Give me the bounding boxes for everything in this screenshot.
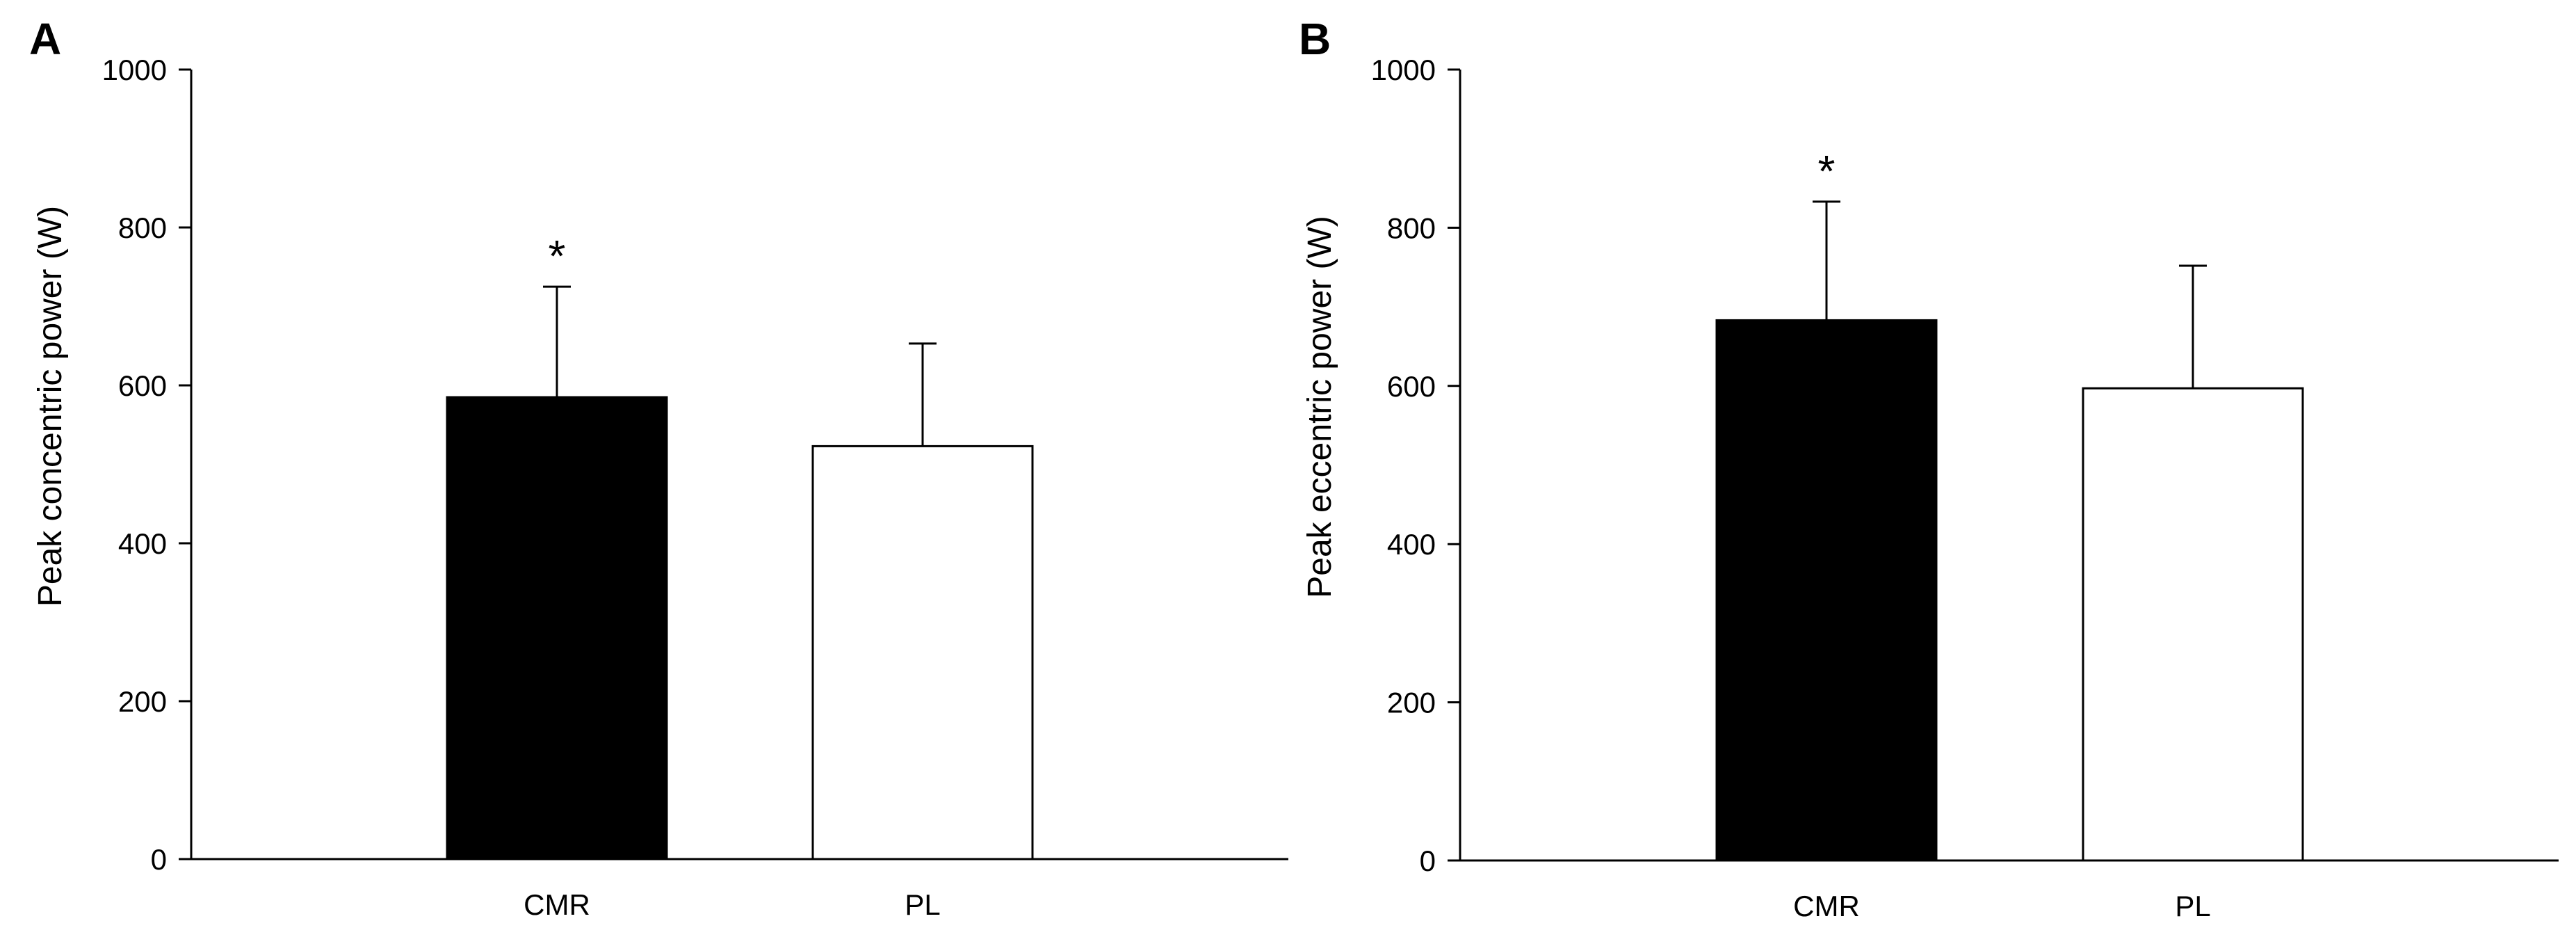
- panel-b: B Peak eccentric power (W) 0 200 400 600 800…: [1299, 14, 2559, 922]
- category-label: PL: [905, 888, 940, 921]
- bar-cmr: [446, 396, 668, 860]
- y-tick-label: 600: [118, 369, 167, 402]
- y-tick-label: 1000: [102, 54, 167, 86]
- y-tick-label: 400: [1387, 528, 1436, 561]
- category-label: CMR: [524, 888, 590, 921]
- y-tick-label: 1000: [1371, 54, 1436, 86]
- y-axis-title: Peak concentric power (W): [32, 206, 69, 607]
- y-tick-label: 400: [118, 527, 167, 560]
- y-tick-label: 200: [118, 685, 167, 718]
- y-tick-label: 0: [1420, 844, 1436, 877]
- y-tick-label: 200: [1387, 687, 1436, 719]
- panel-label: B: [1299, 14, 1331, 64]
- category-label: PL: [2175, 890, 2210, 922]
- y-axis-title: Peak eccentric power (W): [1302, 216, 1338, 598]
- y-tick-label: 0: [151, 843, 167, 876]
- significance-marker: *: [1818, 146, 1836, 196]
- panel-a: A Peak concentric power (W) 0 200 400 600 80…: [29, 14, 1288, 921]
- significance-marker: *: [549, 231, 566, 281]
- plot-area: 0 200 400 600 800 1000 CMR * PL: [102, 54, 1288, 921]
- bar-cmr: [1715, 319, 1938, 862]
- bar-pl: [811, 445, 1034, 860]
- bar-pl: [2082, 387, 2304, 862]
- y-tick-label: 800: [118, 211, 167, 244]
- plot-area: 0 200 400 600 800 1000 CMR * PL: [1371, 54, 2559, 922]
- y-tick-label: 600: [1387, 370, 1436, 403]
- category-label: CMR: [1793, 890, 1860, 922]
- panel-label: A: [29, 14, 61, 64]
- y-tick-label: 800: [1387, 211, 1436, 244]
